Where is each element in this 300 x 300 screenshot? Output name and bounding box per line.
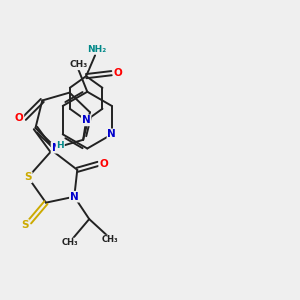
Text: S: S xyxy=(21,220,29,230)
Text: N: N xyxy=(70,192,79,202)
Text: N: N xyxy=(82,116,91,125)
Text: N: N xyxy=(107,129,116,139)
Text: O: O xyxy=(114,68,122,78)
Text: H: H xyxy=(56,141,64,150)
Text: O: O xyxy=(99,159,108,169)
Text: S: S xyxy=(24,172,32,182)
Text: N: N xyxy=(52,143,60,153)
Text: CH₃: CH₃ xyxy=(61,238,78,247)
Text: CH₃: CH₃ xyxy=(69,60,88,69)
Text: CH₃: CH₃ xyxy=(102,236,118,244)
Text: NH₂: NH₂ xyxy=(87,45,106,54)
Text: O: O xyxy=(15,113,23,123)
